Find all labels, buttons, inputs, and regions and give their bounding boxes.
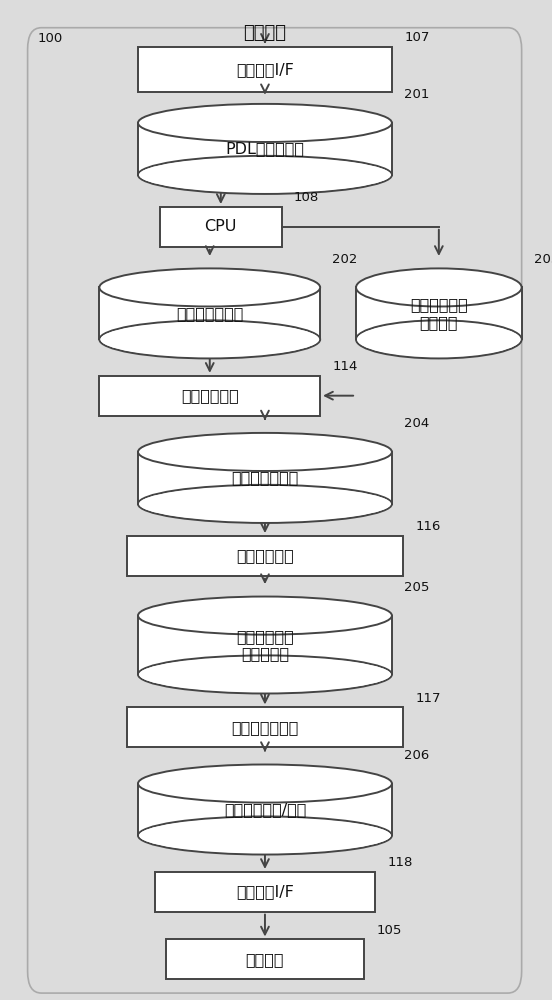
Ellipse shape (138, 485, 392, 523)
Text: 117: 117 (415, 692, 440, 705)
Text: 100: 100 (38, 32, 63, 45)
Text: 通信单元I/F: 通信单元I/F (236, 62, 294, 77)
Ellipse shape (138, 816, 392, 855)
Bar (138, 784, 392, 835)
Text: 打印单元: 打印单元 (246, 952, 284, 967)
Text: 202: 202 (332, 253, 358, 266)
Text: 204: 204 (404, 417, 429, 430)
Bar (138, 47, 392, 92)
Text: 绘制处理单元: 绘制处理单元 (181, 388, 238, 403)
Ellipse shape (138, 156, 392, 194)
Ellipse shape (356, 320, 522, 358)
Text: 107: 107 (404, 31, 429, 44)
Text: PDL数据（页）: PDL数据（页） (225, 141, 305, 156)
Text: 打印单元I/F: 打印单元I/F (236, 884, 294, 899)
Bar (99, 287, 320, 339)
Ellipse shape (138, 104, 392, 142)
Text: 经压缩的图像
数据（块）: 经压缩的图像 数据（块） (236, 629, 294, 661)
Ellipse shape (356, 268, 522, 306)
Text: 图像数据（块/页）: 图像数据（块/页） (224, 802, 306, 817)
Ellipse shape (138, 433, 392, 471)
Bar (99, 376, 320, 416)
Text: 205: 205 (404, 581, 429, 594)
Bar (160, 207, 282, 247)
Text: 并行绘制处理
设定信息: 并行绘制处理 设定信息 (410, 297, 468, 330)
Ellipse shape (99, 268, 320, 306)
Text: 114: 114 (332, 360, 358, 373)
Text: 116: 116 (415, 520, 440, 533)
Ellipse shape (139, 487, 391, 521)
Bar (138, 123, 392, 175)
Ellipse shape (100, 322, 319, 357)
Text: 图像数据（带）: 图像数据（带） (231, 470, 299, 485)
Text: CPU: CPU (205, 219, 237, 234)
Ellipse shape (99, 320, 320, 358)
Bar (166, 939, 364, 979)
Text: 解压缩处理单元: 解压缩处理单元 (231, 720, 299, 735)
Text: 203: 203 (534, 253, 552, 266)
Text: 中间数据（页）: 中间数据（页） (176, 306, 243, 321)
Text: 118: 118 (388, 856, 413, 869)
FancyBboxPatch shape (28, 28, 522, 993)
Ellipse shape (139, 158, 391, 192)
Text: 201: 201 (404, 88, 429, 101)
Bar (127, 536, 403, 576)
Text: 主计算机: 主计算机 (243, 24, 286, 42)
Ellipse shape (138, 765, 392, 803)
Text: 108: 108 (294, 191, 319, 204)
Bar (155, 872, 375, 912)
Text: 压缩处理单元: 压缩处理单元 (236, 548, 294, 563)
Ellipse shape (138, 597, 392, 635)
Ellipse shape (138, 655, 392, 694)
Text: 105: 105 (376, 924, 402, 937)
Bar (356, 287, 522, 339)
Ellipse shape (139, 657, 391, 692)
Ellipse shape (139, 818, 391, 853)
Text: 206: 206 (404, 749, 429, 762)
Ellipse shape (357, 322, 521, 357)
Bar (138, 452, 392, 504)
Bar (138, 616, 392, 674)
Bar (127, 707, 403, 747)
